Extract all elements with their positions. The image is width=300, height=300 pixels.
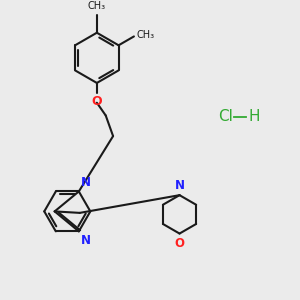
Text: N: N: [81, 176, 91, 189]
Text: O: O: [175, 237, 184, 250]
Text: N: N: [175, 178, 184, 192]
Text: N: N: [81, 234, 91, 247]
Text: Cl: Cl: [218, 110, 233, 124]
Text: O: O: [92, 95, 102, 108]
Text: CH₃: CH₃: [88, 2, 106, 11]
Text: CH₃: CH₃: [136, 30, 155, 40]
Text: H: H: [249, 110, 260, 124]
